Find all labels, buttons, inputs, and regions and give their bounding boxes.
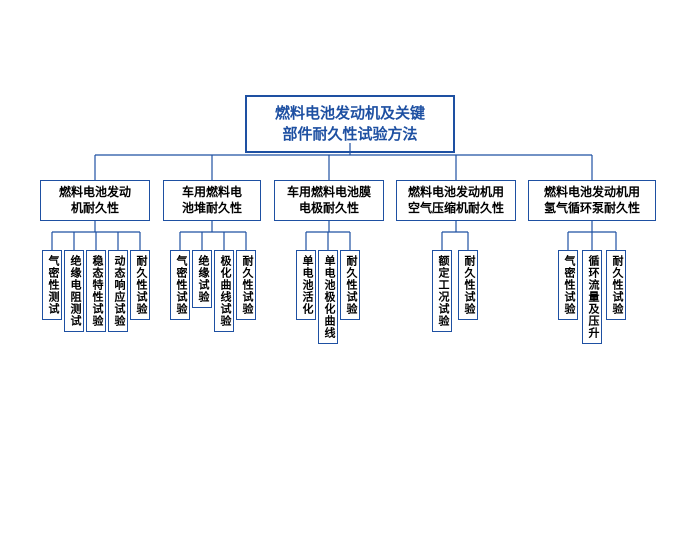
root-node: 燃料电池发动机及关键 部件耐久性试验方法 — [245, 95, 455, 153]
leaf-node: 气密性试验 — [170, 250, 190, 320]
branch-node: 车用燃料电池堆耐久性 — [163, 180, 261, 221]
leaf-node: 单电池活化 — [296, 250, 316, 320]
root-line1: 燃料电池发动机及关键 — [261, 103, 439, 124]
leaf-node: 额定工况试验 — [432, 250, 452, 332]
leaf-node: 气密性测试 — [42, 250, 62, 320]
branch-node: 燃料电池发动机用空气压缩机耐久性 — [396, 180, 516, 221]
branch-node: 车用燃料电池膜电极耐久性 — [274, 180, 384, 221]
leaf-node: 动态响应试验 — [108, 250, 128, 332]
leaf-node: 绝缘试验 — [192, 250, 212, 308]
leaf-node: 绝缘电阻测试 — [64, 250, 84, 332]
root-line2: 部件耐久性试验方法 — [261, 124, 439, 145]
leaf-node: 稳态特性试验 — [86, 250, 106, 332]
leaf-node: 气密性试验 — [558, 250, 578, 320]
leaf-node: 耐久性试验 — [130, 250, 150, 320]
leaf-node: 极化曲线试验 — [214, 250, 234, 332]
leaf-node: 循环流量及压升 — [582, 250, 602, 344]
leaf-node: 耐久性试验 — [606, 250, 626, 320]
branch-node: 燃料电池发动机耐久性 — [40, 180, 150, 221]
leaf-node: 耐久性试验 — [458, 250, 478, 320]
leaf-node: 耐久性试验 — [340, 250, 360, 320]
leaf-node: 耐久性试验 — [236, 250, 256, 320]
branch-node: 燃料电池发动机用氢气循环泵耐久性 — [528, 180, 656, 221]
leaf-node: 单电池极化曲线 — [318, 250, 338, 344]
